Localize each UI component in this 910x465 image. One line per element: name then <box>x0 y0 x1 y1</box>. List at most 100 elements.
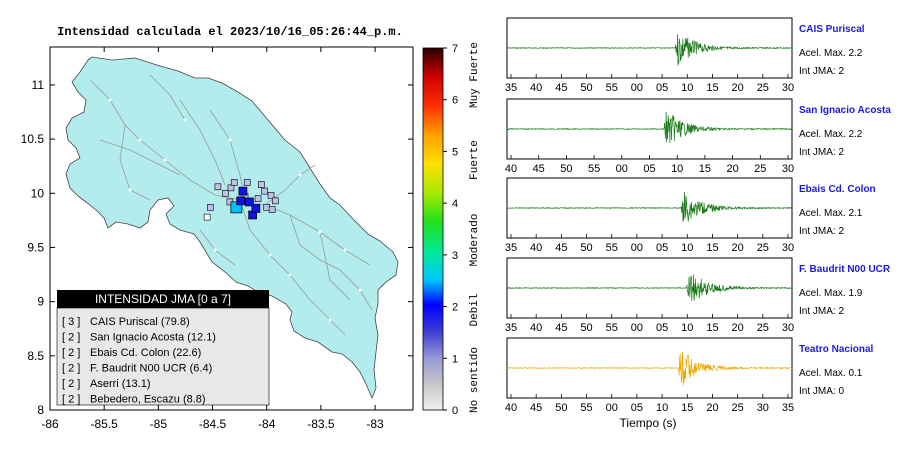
waveform <box>506 274 793 302</box>
colorbar-tick-label: 5 <box>452 146 458 158</box>
legend-item-text: CAIS Puriscal (79.8) <box>90 316 190 328</box>
x-tick-label: -84 <box>258 417 276 431</box>
city-dots <box>108 98 362 322</box>
station-marker <box>261 187 268 195</box>
trace-tick-label: 30 <box>782 82 794 94</box>
trace-tick-label: 00 <box>616 163 628 175</box>
costa-rica-land <box>65 56 399 400</box>
trace-tick-label: 30 <box>782 322 794 334</box>
trace-tick-label: 15 <box>706 322 718 334</box>
trace-tick-label: 30 <box>757 402 769 414</box>
station-name: Ebais Cd. Colon <box>799 184 876 195</box>
intensity-legend: INTENSIDAD JMA [0 a 7] [ 3 ] CAIS Purisca… <box>56 290 270 406</box>
trace-tick-label: 35 <box>505 322 517 334</box>
colorbar-tick-label: 4 <box>452 198 458 210</box>
station-marker <box>230 179 238 186</box>
colorbar-tick-label: 7 <box>452 43 458 55</box>
station-marker <box>214 183 222 191</box>
acel-max: Acel. Max. 2.2 <box>799 129 863 140</box>
acel-max: Acel. Max. 2.2 <box>799 48 863 59</box>
colorbar: 7 6 5 4 3 2 1 0 Muy Fuerte Fuerte Moderado Debil No… <box>422 42 481 417</box>
station-name: Teatro Nacional <box>799 344 873 355</box>
station-marker <box>272 197 279 205</box>
station-name: San Ignacio Acosta <box>799 105 891 116</box>
station-marker <box>236 196 246 206</box>
colorbar-tick-label: 6 <box>452 95 458 107</box>
trace-tick-label: 20 <box>732 322 744 334</box>
trace-tick-label: 25 <box>754 163 766 175</box>
station-marker <box>257 181 265 188</box>
trace-tick-label: 25 <box>757 82 769 94</box>
legend-level: [ 2 ] <box>62 394 80 406</box>
colorbar-tick-label: 1 <box>452 353 458 365</box>
trace-tick-label: 55 <box>606 242 618 254</box>
colorbar-label: Debil <box>469 293 481 326</box>
station-marker <box>254 195 262 203</box>
colorbar-bar <box>422 47 444 411</box>
legend-item-text: F. Baudrit N00 UCR (6.4) <box>90 363 212 375</box>
acel-max: Acel. Max. 0.1 <box>799 368 863 379</box>
colorbar-tick-label: 2 <box>452 302 458 314</box>
colorbar-label: Fuerte <box>469 140 481 180</box>
trace-tick-label: 20 <box>726 163 738 175</box>
legend-level: [ 2 ] <box>62 332 80 344</box>
trace-tick-label: 40 <box>505 163 517 175</box>
map-frame <box>49 46 414 411</box>
trace-tick-label: 55 <box>606 322 618 334</box>
waveform-panels: 35 40 45 50 55 00 05 10 15 20 25 30 CAIS Puriscal Ace… <box>505 17 891 414</box>
station-marker <box>243 179 251 186</box>
int-jma: Int JMA: 2 <box>799 147 844 158</box>
trace-tick-label: 20 <box>732 82 744 94</box>
trace-tick-label: 50 <box>580 322 592 334</box>
station-marker <box>263 204 271 211</box>
trace-tick-label: 50 <box>560 163 572 175</box>
legend-item-text: San Ignacio Acosta (12.1) <box>90 332 216 344</box>
station-marker <box>245 197 254 207</box>
legend-body <box>56 307 270 406</box>
x-tick-label: -86 <box>41 417 59 431</box>
station-name: F. Baudrit N00 UCR <box>799 264 891 275</box>
trace-tick-label: 15 <box>681 402 693 414</box>
int-jma: Int JMA: 0 <box>799 386 844 397</box>
int-jma: Int JMA: 2 <box>799 306 844 317</box>
trace-tick-label: 10 <box>681 322 693 334</box>
y-tick-label: 10.5 <box>21 132 45 146</box>
trace-tick-label: 40 <box>530 82 542 94</box>
trace-tick-label: 50 <box>580 82 592 94</box>
trace-tick-label: 40 <box>530 322 542 334</box>
x-tick-label: -84.5 <box>199 417 227 431</box>
trace-panel: 35 40 45 50 55 00 05 10 15 20 25 30 Ebais Cd. Colon A… <box>505 177 876 254</box>
trace-tick-label: 15 <box>706 82 718 94</box>
x-tick-label: -85 <box>150 417 168 431</box>
trace-tick-label: 50 <box>580 242 592 254</box>
legend-item-text: Aserri (13.1) <box>90 378 151 390</box>
map-panel: -86 -85.5 -85 -84.5 -84 -83.5 -83 11 10.5 10 9.5 9 8… <box>21 46 414 431</box>
trace-tick-label: 35 <box>782 402 794 414</box>
trace-tick-label: 35 <box>505 82 517 94</box>
trace-tick-label: 05 <box>656 82 668 94</box>
trace-tick-label: 10 <box>681 242 693 254</box>
int-jma: Int JMA: 2 <box>799 226 844 237</box>
trace-tick-label: 30 <box>782 163 794 175</box>
x-axis-label: Tiempo (s) <box>620 416 677 430</box>
trace-tick-label: 15 <box>699 163 711 175</box>
trace-panel: 40 45 50 55 00 05 10 15 20 25 30 35 Teatro Nacional A… <box>505 337 873 414</box>
trace-tick-label: 00 <box>606 402 618 414</box>
trace-tick-label: 40 <box>530 242 542 254</box>
y-tick-label: 11 <box>32 78 45 92</box>
trace-tick-label: 05 <box>643 163 655 175</box>
acel-max: Acel. Max. 2.1 <box>799 208 863 219</box>
colorbar-label: Muy Fuerte <box>469 42 481 108</box>
trace-tick-label: 10 <box>681 82 693 94</box>
legend-level: [ 2 ] <box>62 378 80 390</box>
trace-tick-label: 05 <box>631 402 643 414</box>
trace-tick-label: 05 <box>656 322 668 334</box>
trace-tick-label: 05 <box>656 242 668 254</box>
y-tick-label: 8 <box>37 403 44 417</box>
station-marker <box>251 204 261 213</box>
trace-tick-label: 25 <box>732 402 744 414</box>
trace-tick-label: 45 <box>555 242 567 254</box>
trace-tick-label: 45 <box>555 322 567 334</box>
station-markers <box>203 179 279 221</box>
trace-tick-label: 40 <box>505 402 517 414</box>
